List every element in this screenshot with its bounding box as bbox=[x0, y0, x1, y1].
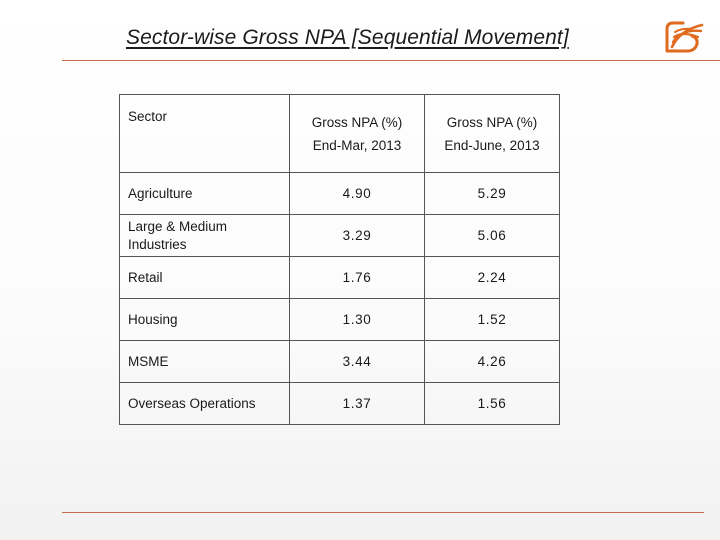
gross-npa-table: Sector Gross NPA (%) End-Mar, 2013 Gross… bbox=[119, 94, 560, 425]
header-end-mar-line2: End-Mar, 2013 bbox=[312, 137, 402, 153]
npa-june-cell: 2.24 bbox=[424, 256, 560, 299]
slide-title: Sector-wise Gross NPA [Sequential Moveme… bbox=[126, 26, 569, 49]
header-end-june-line1: Gross NPA (%) bbox=[446, 114, 538, 130]
header-end-june-2013: Gross NPA (%) End-June, 2013 bbox=[424, 94, 560, 173]
table-row: Overseas Operations 1.37 1.56 bbox=[119, 382, 560, 425]
npa-june-cell: 1.52 bbox=[424, 298, 560, 341]
sector-cell: Housing bbox=[119, 298, 290, 341]
header-end-mar-2013: Gross NPA (%) End-Mar, 2013 bbox=[289, 94, 425, 173]
npa-mar-cell: 3.44 bbox=[289, 340, 425, 383]
table-row: Retail 1.76 2.24 bbox=[119, 256, 560, 299]
npa-mar-cell: 4.90 bbox=[289, 172, 425, 215]
bank-logo-graphic bbox=[665, 21, 704, 53]
bank-logo-icon bbox=[664, 20, 706, 54]
npa-june-cell: 5.29 bbox=[424, 172, 560, 215]
sector-cell: Large & Medium Industries bbox=[119, 214, 290, 257]
top-divider bbox=[62, 60, 720, 61]
header-end-mar-line1: Gross NPA (%) bbox=[311, 114, 403, 130]
sector-cell: Overseas Operations bbox=[119, 382, 290, 425]
sector-cell: Retail bbox=[119, 256, 290, 299]
npa-mar-cell: 1.76 bbox=[289, 256, 425, 299]
npa-june-cell: 4.26 bbox=[424, 340, 560, 383]
npa-mar-cell: 1.37 bbox=[289, 382, 425, 425]
bottom-divider bbox=[62, 512, 704, 513]
npa-mar-cell: 3.29 bbox=[289, 214, 425, 257]
header-end-june-line2: End-June, 2013 bbox=[444, 137, 540, 153]
table-row: Agriculture 4.90 5.29 bbox=[119, 172, 560, 215]
npa-june-cell: 1.56 bbox=[424, 382, 560, 425]
table-row: Housing 1.30 1.52 bbox=[119, 298, 560, 341]
table-row: Large & Medium Industries 3.29 5.06 bbox=[119, 214, 560, 257]
npa-mar-cell: 1.30 bbox=[289, 298, 425, 341]
header-sector: Sector bbox=[119, 94, 290, 173]
npa-june-cell: 5.06 bbox=[424, 214, 560, 257]
table-row: MSME 3.44 4.26 bbox=[119, 340, 560, 383]
table-header-row: Sector Gross NPA (%) End-Mar, 2013 Gross… bbox=[119, 94, 560, 173]
sector-cell: Agriculture bbox=[119, 172, 290, 215]
sector-cell: MSME bbox=[119, 340, 290, 383]
